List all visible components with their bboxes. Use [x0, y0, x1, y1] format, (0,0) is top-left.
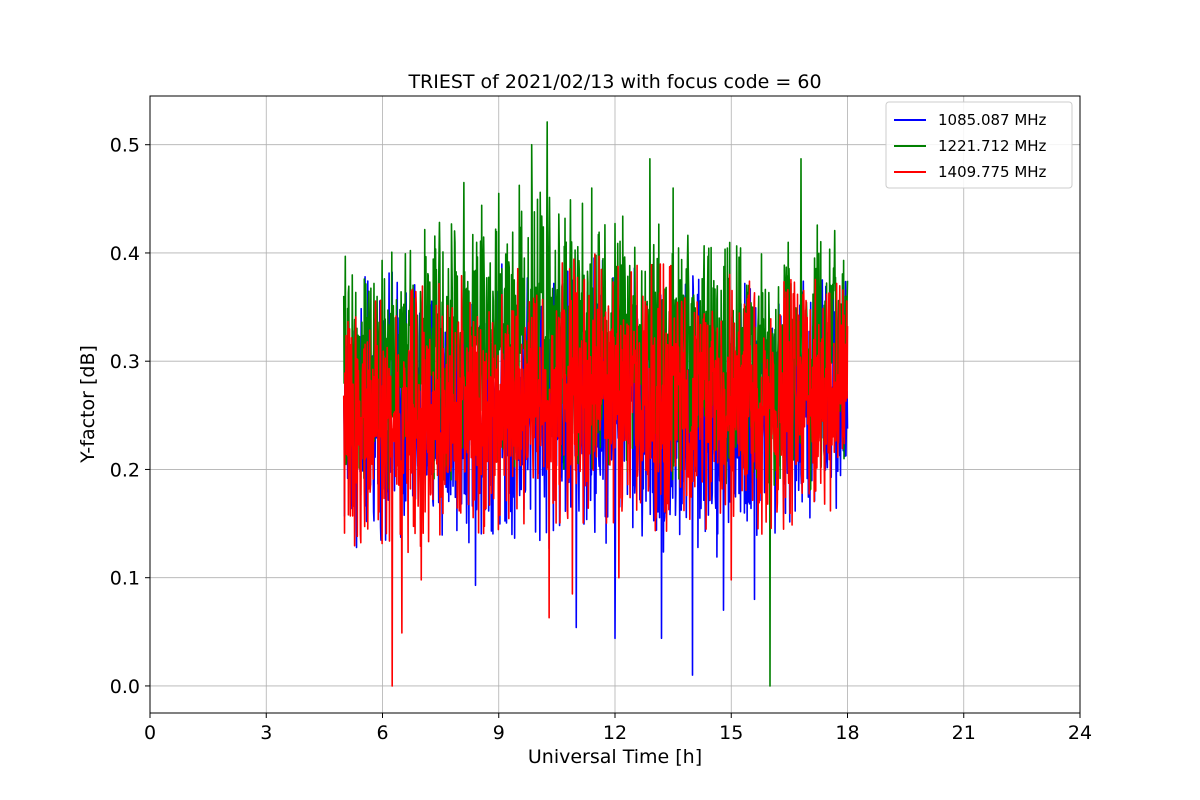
legend-frame: [885, 101, 1073, 189]
y-tick-label: 0.5: [110, 135, 140, 157]
series-layer: [342, 121, 849, 687]
x-tick-label: 24: [1068, 722, 1092, 744]
legend-label: 1221.712 MHz: [938, 137, 1047, 155]
legend-label: 1409.775 MHz: [938, 163, 1047, 181]
x-tick-label: 9: [493, 722, 505, 744]
x-tick-label: 21: [952, 722, 976, 744]
x-tick-label: 18: [835, 722, 859, 744]
y-tick-label: 0.0: [110, 676, 140, 698]
series-line: [342, 253, 849, 687]
y-tick-label: 0.4: [110, 243, 140, 265]
y-axis-label: Y-factor [dB]: [77, 345, 99, 464]
x-tick-label: 12: [603, 722, 627, 744]
chart-title: TRIEST of 2021/02/13 with focus code = 6…: [407, 71, 821, 93]
ticks: 0 3 6 9 12 15 18 21 24 0.0 0.1 0.2 0.3 0.4 0.5: [110, 135, 1092, 744]
legend-label: 1085.087 MHz: [938, 111, 1047, 129]
y-tick-label: 0.1: [110, 568, 140, 590]
y-tick-label: 0.2: [110, 459, 140, 481]
x-axis-label: Universal Time [h]: [528, 746, 702, 768]
y-tick-label: 0.3: [110, 351, 140, 373]
x-tick-label: 6: [376, 722, 388, 744]
x-tick-label: 3: [260, 722, 272, 744]
x-tick-label: 15: [719, 722, 743, 744]
legend: 1085.087 MHz 1221.712 MHz 1409.775 MHz: [885, 101, 1073, 189]
x-tick-label: 0: [144, 722, 156, 744]
